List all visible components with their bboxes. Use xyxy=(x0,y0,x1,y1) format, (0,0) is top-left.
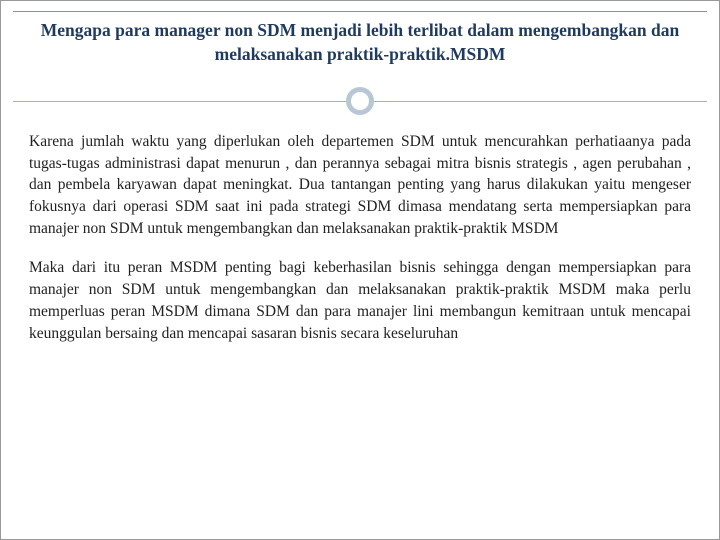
slide-container: Mengapa para manager non SDM menjadi leb… xyxy=(0,0,720,540)
divider xyxy=(1,87,719,117)
body-text: Karena jumlah waktu yang diperlukan oleh… xyxy=(29,131,691,362)
divider-circle-icon xyxy=(346,87,374,115)
slide-title: Mengapa para manager non SDM menjadi leb… xyxy=(31,19,689,66)
paragraph-2: Maka dari itu peran MSDM penting bagi ke… xyxy=(29,257,691,344)
top-rule xyxy=(13,11,707,12)
paragraph-1: Karena jumlah waktu yang diperlukan oleh… xyxy=(29,131,691,239)
